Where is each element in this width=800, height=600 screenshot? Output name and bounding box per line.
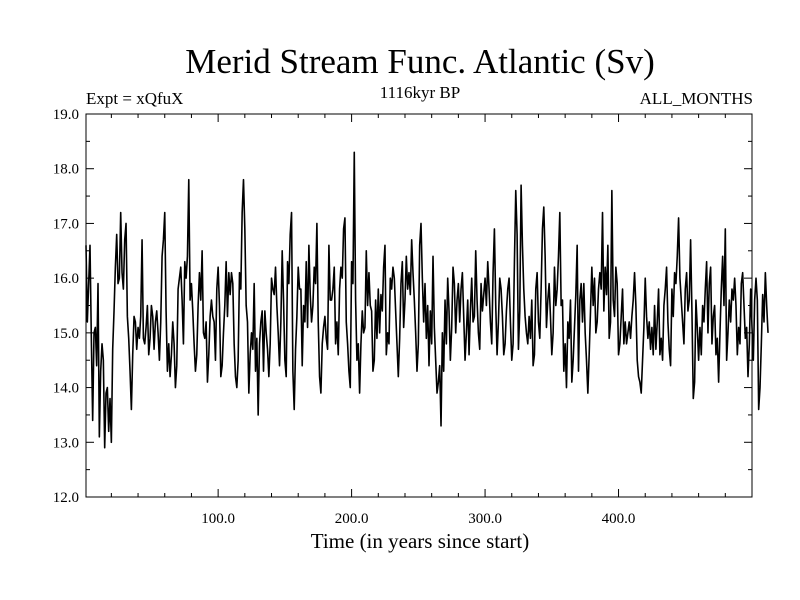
chart-title: Merid Stream Func. Atlantic (Sv): [185, 42, 655, 81]
y-tick-label: 19.0: [53, 107, 79, 123]
x-axis-label: Time (in years since start): [311, 529, 530, 553]
series-line: [85, 151, 769, 449]
x-tick-label: 100.0: [201, 511, 235, 527]
y-tick-label: 18.0: [53, 162, 79, 178]
x-tick-label: 200.0: [335, 511, 369, 527]
x-tick-label: 400.0: [602, 511, 636, 527]
y-tick-label: 17.0: [53, 216, 79, 232]
axis-ticks: [86, 113, 752, 498]
y-axis-tick-labels: 12.0 13.0 14.0 15.0 16.0 17.0 18.0 19.0: [53, 107, 79, 506]
y-tick-label: 12.0: [53, 490, 79, 506]
y-tick-label: 16.0: [53, 271, 79, 287]
plot-frame: [85, 113, 753, 498]
x-tick-label: 300.0: [468, 511, 502, 527]
x-axis-tick-labels: 100.0 200.0 300.0 400.0: [201, 511, 635, 527]
y-tick-label: 14.0: [53, 381, 79, 397]
months-label: ALL_MONTHS: [640, 89, 753, 108]
y-tick-label: 15.0: [53, 326, 79, 342]
period-label: 1116kyr BP: [380, 83, 460, 102]
y-tick-label: 13.0: [53, 435, 79, 451]
experiment-label: Expt = xQfuX: [86, 89, 183, 108]
